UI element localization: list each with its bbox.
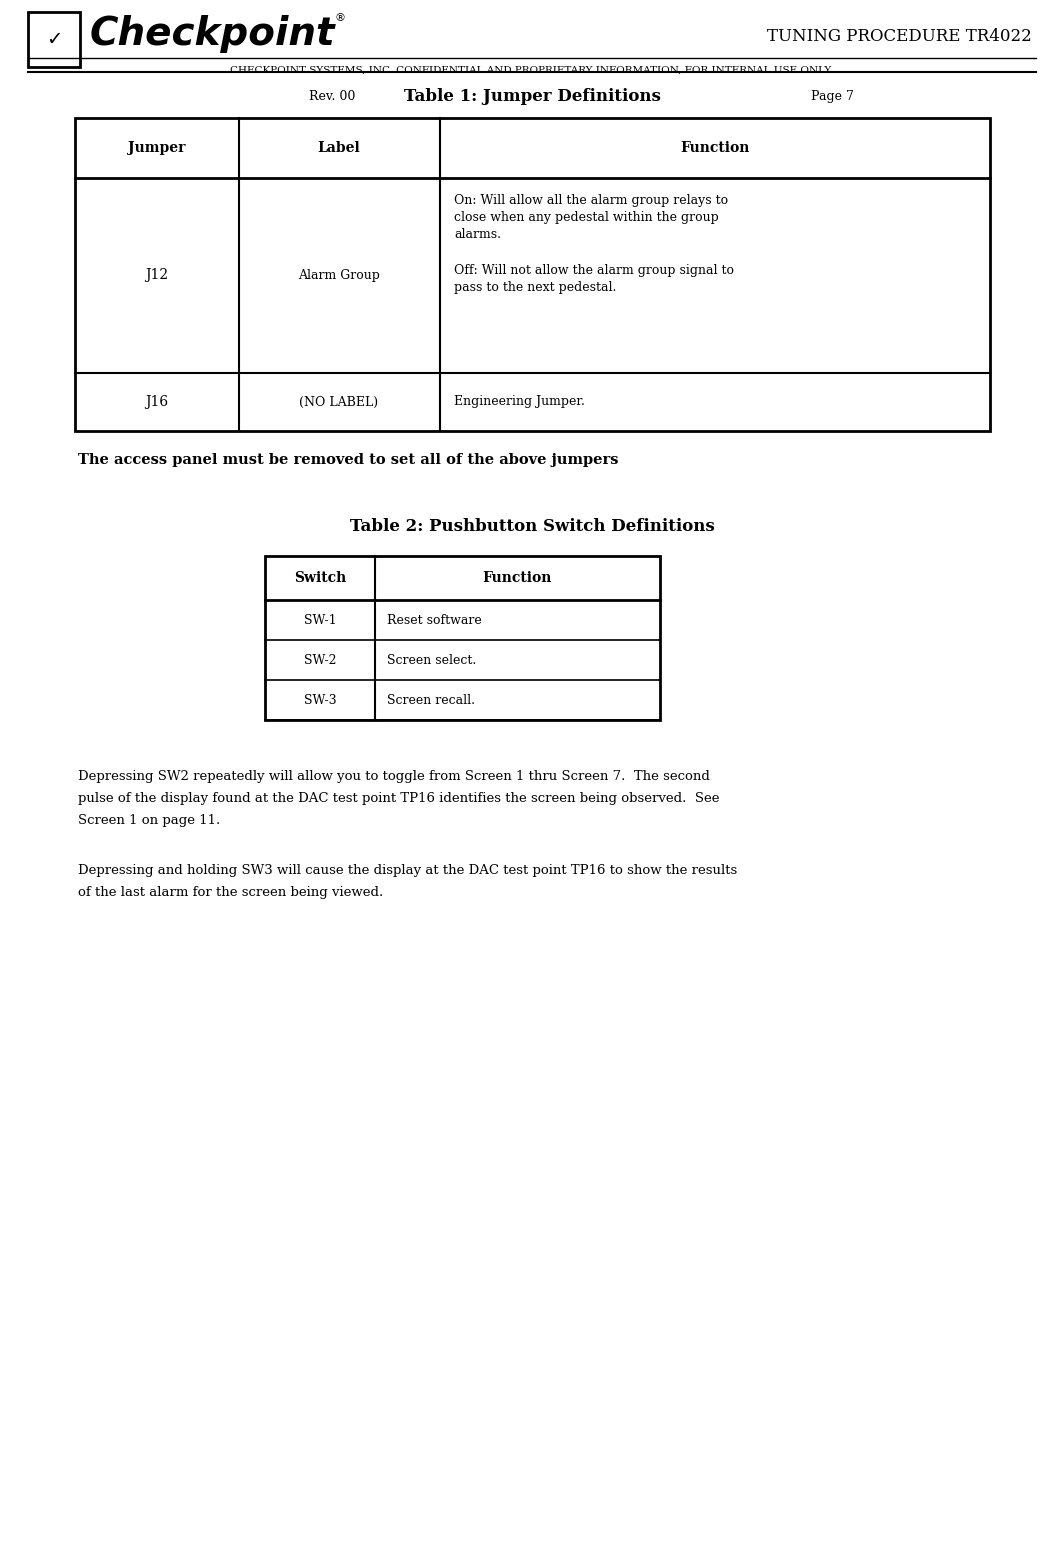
- Text: Jumper: Jumper: [129, 141, 186, 155]
- Text: Function: Function: [680, 141, 750, 155]
- Text: CHECKPOINT SYSTEMS, INC. CONFIDENTIAL AND PROPRIETARY INFORMATION, FOR INTERNAL : CHECKPOINT SYSTEMS, INC. CONFIDENTIAL AN…: [231, 66, 833, 75]
- Text: SW-1: SW-1: [303, 614, 336, 626]
- Text: Rev. 00: Rev. 00: [309, 91, 355, 103]
- Text: Screen select.: Screen select.: [387, 653, 477, 667]
- Text: Table 2: Pushbutton Switch Definitions: Table 2: Pushbutton Switch Definitions: [350, 519, 714, 536]
- Text: close when any pedestal within the group: close when any pedestal within the group: [454, 211, 719, 223]
- Bar: [265, 556, 660, 720]
- Text: of the last alarm for the screen being viewed.: of the last alarm for the screen being v…: [78, 886, 383, 900]
- Text: SW-2: SW-2: [303, 653, 336, 667]
- Text: Depressing SW2 repeatedly will allow you to toggle from Screen 1 thru Screen 7. : Depressing SW2 repeatedly will allow you…: [78, 770, 710, 783]
- Text: Screen recall.: Screen recall.: [387, 694, 475, 706]
- Text: On: Will allow all the alarm group relays to: On: Will allow all the alarm group relay…: [454, 194, 728, 208]
- Text: Reset software: Reset software: [387, 614, 482, 626]
- Text: Off: Will not allow the alarm group signal to: Off: Will not allow the alarm group sign…: [454, 264, 734, 276]
- Text: Screen 1 on page 11.: Screen 1 on page 11.: [78, 814, 220, 826]
- Text: Function: Function: [482, 572, 552, 586]
- Text: pulse of the display found at the DAC test point TP16 identifies the screen bein: pulse of the display found at the DAC te…: [78, 792, 719, 804]
- Text: TUNING PROCEDURE TR4022: TUNING PROCEDURE TR4022: [767, 28, 1032, 45]
- Text: Checkpoint: Checkpoint: [90, 16, 335, 53]
- Text: ®: ®: [335, 12, 346, 23]
- Text: Page 7: Page 7: [811, 91, 853, 103]
- Text: J12: J12: [146, 269, 168, 283]
- Bar: [74, 119, 990, 431]
- Text: Label: Label: [318, 141, 361, 155]
- Text: Table 1: Jumper Definitions: Table 1: Jumper Definitions: [403, 87, 661, 105]
- Text: pass to the next pedestal.: pass to the next pedestal.: [454, 281, 616, 294]
- Text: Depressing and holding SW3 will cause the display at the DAC test point TP16 to : Depressing and holding SW3 will cause th…: [78, 864, 737, 876]
- Text: The access panel must be removed to set all of the above jumpers: The access panel must be removed to set …: [78, 453, 618, 467]
- Text: alarms.: alarms.: [454, 228, 501, 241]
- Text: (NO LABEL): (NO LABEL): [299, 395, 379, 409]
- Text: Engineering Jumper.: Engineering Jumper.: [454, 395, 585, 409]
- Text: Switch: Switch: [294, 572, 346, 586]
- Text: SW-3: SW-3: [303, 694, 336, 706]
- Text: ✓: ✓: [46, 30, 62, 48]
- Bar: [28, 12, 80, 67]
- Text: J16: J16: [146, 395, 168, 409]
- Text: Alarm Group: Alarm Group: [298, 269, 380, 281]
